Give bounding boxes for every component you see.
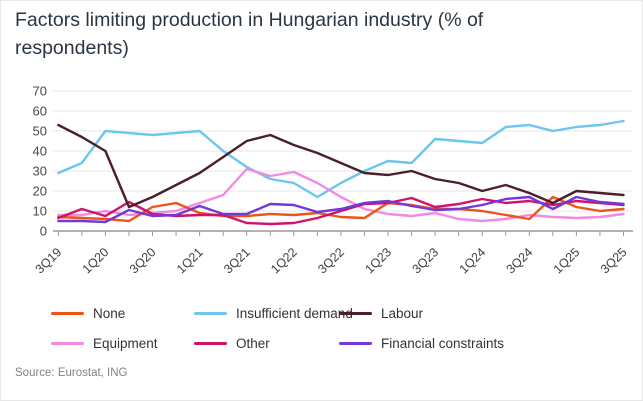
legend-item-other: Other (194, 328, 339, 358)
x-axis-tick-label: 3Q22 (315, 245, 347, 276)
legend-label: Equipment (93, 335, 158, 351)
legend-item-insufficient-demand: Insufficient demand (194, 298, 353, 328)
y-axis-tick-label: 50 (33, 124, 47, 139)
legend-swatch-icon (51, 311, 84, 315)
legend-label: Financial constraints (381, 335, 505, 351)
legend-swatch-icon (51, 341, 84, 345)
x-axis-tick-label: 3Q25 (598, 245, 630, 276)
series-line-financial-constraints (57, 195, 625, 224)
series-line-other (57, 196, 625, 226)
legend-label: None (93, 305, 126, 321)
legend-swatch-icon (194, 311, 227, 315)
line-chart: 0 10 20 30 40 50 60 70 3Q19 1Q20 3Q20 1Q21 3Q21 1Q22 3… (1, 84, 643, 291)
legend-item-labour: Labour (339, 298, 569, 328)
x-axis-tick-label: 1Q20 (80, 245, 112, 276)
legend-item-none: None (51, 298, 194, 328)
x-axis-tick-label: 3Q19 (33, 245, 65, 276)
chart-legend: None Insufficient demand Labour Equipment Ot… (51, 298, 631, 358)
y-axis-tick-label: 40 (33, 144, 47, 159)
chart-canvas: 0 10 20 30 40 50 60 70 3Q19 1Q20 3Q20 1Q21 3Q21 1Q22 3… (33, 84, 633, 276)
legend-swatch-icon (339, 341, 372, 345)
series-line-insufficient-demand (57, 119, 625, 199)
x-axis-tick-label: 3Q23 (409, 245, 441, 276)
x-axis-tick-label: 3Q20 (127, 245, 159, 276)
x-axis-tick-label: 3Q21 (221, 245, 253, 276)
y-axis-tick-label: 0 (40, 224, 47, 239)
x-axis-tick-label: 1Q24 (457, 245, 489, 276)
chart-title: Factors limiting production in Hungarian… (15, 9, 484, 59)
series-line-labour (57, 123, 625, 209)
legend-label: Insufficient demand (236, 305, 353, 321)
source-note: Source: Eurostat, ING (15, 367, 128, 379)
legend-label: Other (236, 335, 270, 351)
y-axis-tick-label: 70 (33, 85, 47, 99)
legend-swatch-icon (194, 341, 227, 345)
x-axis-tick-label: 1Q21 (174, 245, 206, 276)
y-axis-tick-label: 20 (33, 184, 47, 199)
legend-item-equipment: Equipment (51, 328, 194, 358)
x-axis-tick-label: 3Q24 (504, 245, 536, 276)
legend-swatch-icon (339, 311, 372, 315)
x-axis-tick-label: 1Q22 (268, 245, 300, 276)
x-axis-tick-label: 1Q23 (362, 245, 394, 276)
series-line-none (57, 195, 625, 223)
x-axis-tick-label: 1Q25 (551, 245, 583, 276)
y-axis-tick-label: 30 (33, 164, 47, 179)
legend-item-financial-constraints: Financial constraints (339, 328, 569, 358)
y-axis-tick-label: 10 (33, 204, 47, 219)
legend-label: Labour (381, 305, 424, 321)
y-axis-tick-label: 60 (33, 104, 47, 119)
